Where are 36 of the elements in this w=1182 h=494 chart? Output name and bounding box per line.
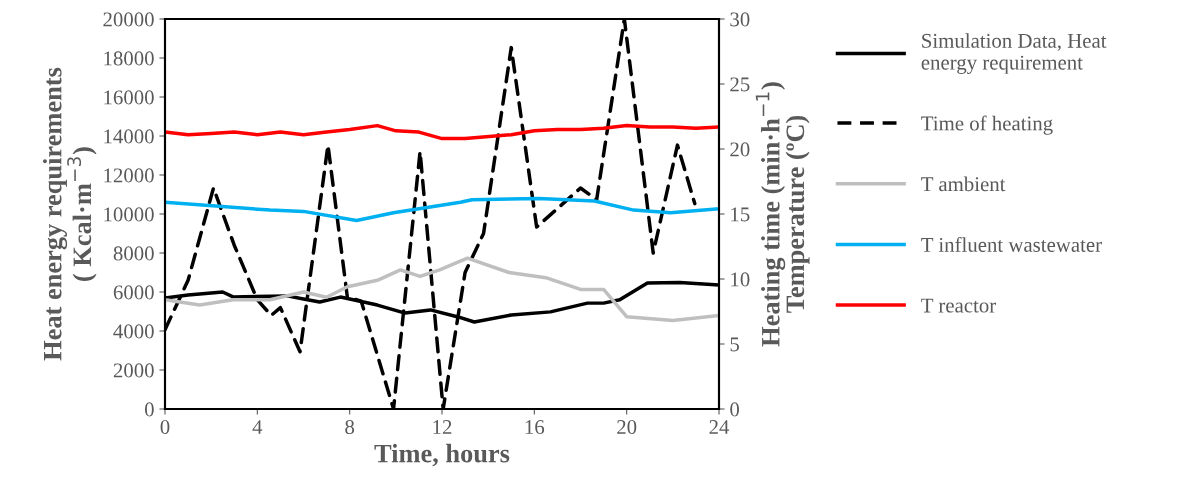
legend-label: T reactor <box>921 298 997 313</box>
y-tick-label: 10000 <box>104 207 154 222</box>
y-tick-label: 6000 <box>113 285 154 300</box>
y-tick-label: 18000 <box>104 51 154 66</box>
y-tick-label: 16000 <box>104 90 154 105</box>
line-series <box>165 256 719 323</box>
y-tick-label: 14000 <box>104 129 154 144</box>
y2-tick-label: 5 <box>730 337 740 352</box>
x-tick-label: 12 <box>433 420 452 434</box>
line-series <box>165 196 719 223</box>
line-series <box>165 123 719 141</box>
y2-axis-title: Heating time (min·h$^{−1}$) Temperature (ºC) <box>755 82 810 347</box>
y2-tick-label: 15 <box>731 207 750 222</box>
y-axis-title: Heat energy requirements ( Kcal·m$^{−3}$) <box>42 67 97 361</box>
x-tick-label: 0 <box>160 420 170 435</box>
y2-tick-label: 25 <box>730 77 750 92</box>
y2-tick-label: 30 <box>730 12 750 27</box>
y-tick-label: 8000 <box>113 246 154 261</box>
x-tick-label: 8 <box>345 420 355 435</box>
y2-tick-label: 0 <box>730 402 740 417</box>
x-tick-label: 4 <box>252 420 263 434</box>
x-tick-label: 16 <box>525 420 545 435</box>
legend-label: Time of heating <box>921 115 1053 135</box>
x-tick-label: 24 <box>709 420 730 434</box>
x-tick-label: 20 <box>617 420 637 435</box>
y-tick-label: 12000 <box>104 168 154 183</box>
legend-label: T ambient <box>921 176 1006 192</box>
y-tick-label: 2000 <box>113 363 154 378</box>
y2-tick-label: 10 <box>731 272 750 287</box>
y-tick-label: 0 <box>144 402 154 417</box>
y-tick-label: 20000 <box>103 12 154 27</box>
y-tick-label: 4000 <box>113 324 154 339</box>
legend-label: Simulation Data, Heat energy requirement <box>921 33 1107 74</box>
y2-tick-label: 20 <box>730 142 750 157</box>
legend-label: T influent wastewater <box>921 237 1102 252</box>
x-axis-title: Time, hours <box>374 443 510 467</box>
